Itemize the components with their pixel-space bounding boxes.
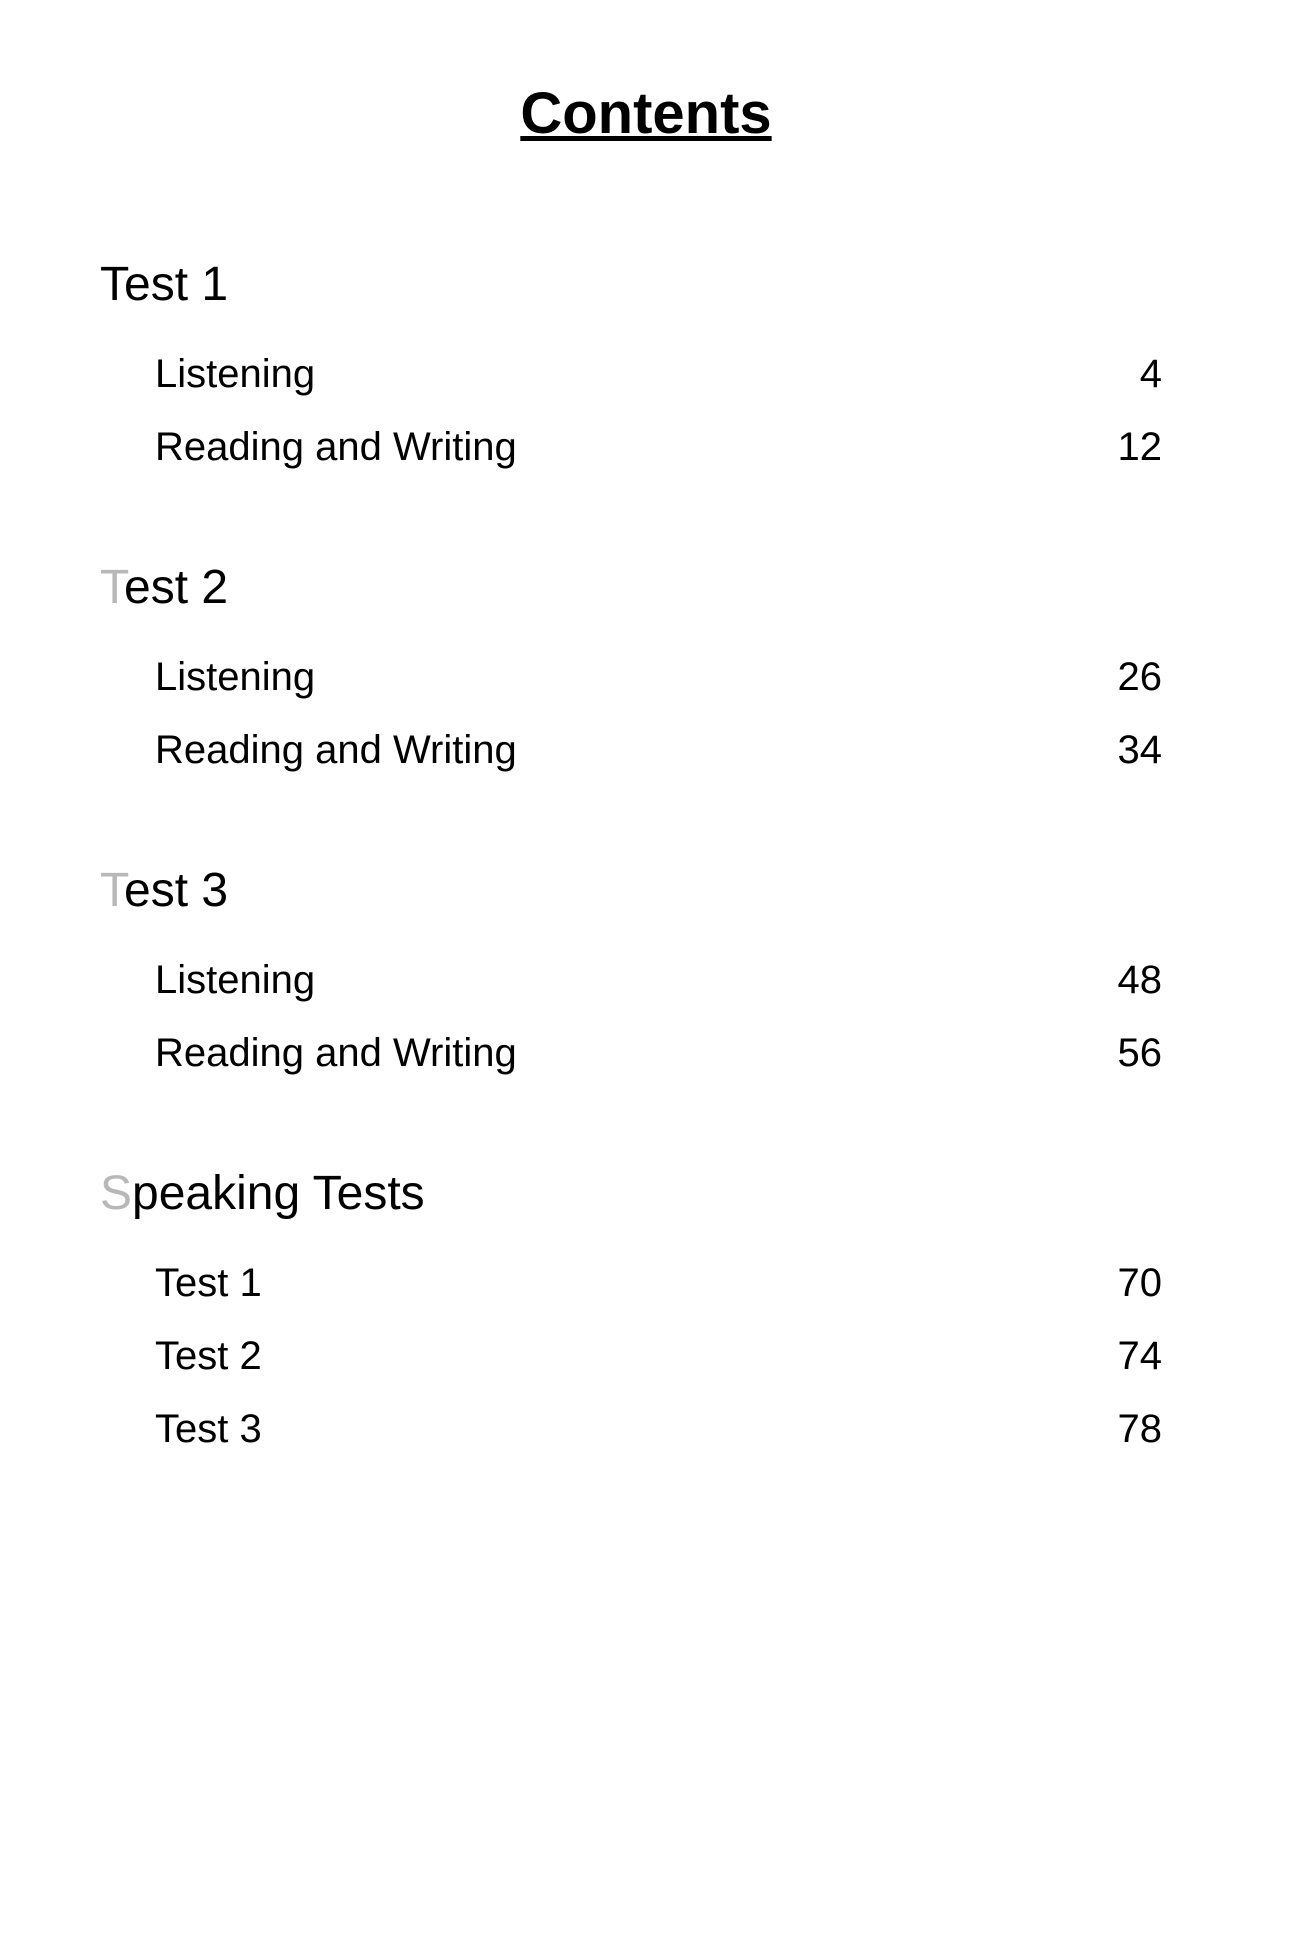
toc-entry-label: Test 2 xyxy=(155,1334,1082,1379)
toc-entry-label: Listening xyxy=(155,352,1082,397)
section-block: Test 1Listening4Reading and Writing12 xyxy=(100,257,1192,470)
section-heading: Speaking Tests xyxy=(100,1166,1192,1221)
section-heading: Test 2 xyxy=(100,560,1192,615)
section-heading: Test 3 xyxy=(100,863,1192,918)
toc-entry: Reading and Writing34 xyxy=(100,728,1192,773)
toc-entry: Test 378 xyxy=(100,1407,1192,1452)
toc-entry: Listening26 xyxy=(100,655,1192,700)
toc-entry-label: Reading and Writing xyxy=(155,1031,1082,1076)
toc-entry-page: 70 xyxy=(1082,1261,1162,1306)
toc-entry-label: Test 1 xyxy=(155,1261,1082,1306)
toc-entry-page: 26 xyxy=(1082,655,1162,700)
section-heading: Test 1 xyxy=(100,257,1192,312)
toc-entry: Test 274 xyxy=(100,1334,1192,1379)
toc-entry-page: 4 xyxy=(1082,352,1162,397)
section-block: Test 3Listening48Reading and Writing56 xyxy=(100,863,1192,1076)
toc-entry: Listening48 xyxy=(100,958,1192,1003)
section-block: Test 2Listening26Reading and Writing34 xyxy=(100,560,1192,773)
toc-entry: Reading and Writing56 xyxy=(100,1031,1192,1076)
toc-entry-label: Reading and Writing xyxy=(155,728,1082,773)
toc-entry-page: 74 xyxy=(1082,1334,1162,1379)
toc-entry-page: 48 xyxy=(1082,958,1162,1003)
toc-entry: Listening4 xyxy=(100,352,1192,397)
toc-entry-label: Test 3 xyxy=(155,1407,1082,1452)
toc-entry: Test 170 xyxy=(100,1261,1192,1306)
toc-entry-page: 12 xyxy=(1082,425,1162,470)
toc-entry-page: 34 xyxy=(1082,728,1162,773)
contents-list: Test 1Listening4Reading and Writing12Tes… xyxy=(100,257,1192,1452)
toc-entry-label: Listening xyxy=(155,958,1082,1003)
toc-entry-label: Listening xyxy=(155,655,1082,700)
toc-entry-page: 78 xyxy=(1082,1407,1162,1452)
toc-entry-label: Reading and Writing xyxy=(155,425,1082,470)
toc-entry-page: 56 xyxy=(1082,1031,1162,1076)
page-title: Contents xyxy=(100,80,1192,147)
section-block: Speaking TestsTest 170Test 274Test 378 xyxy=(100,1166,1192,1452)
toc-entry: Reading and Writing12 xyxy=(100,425,1192,470)
